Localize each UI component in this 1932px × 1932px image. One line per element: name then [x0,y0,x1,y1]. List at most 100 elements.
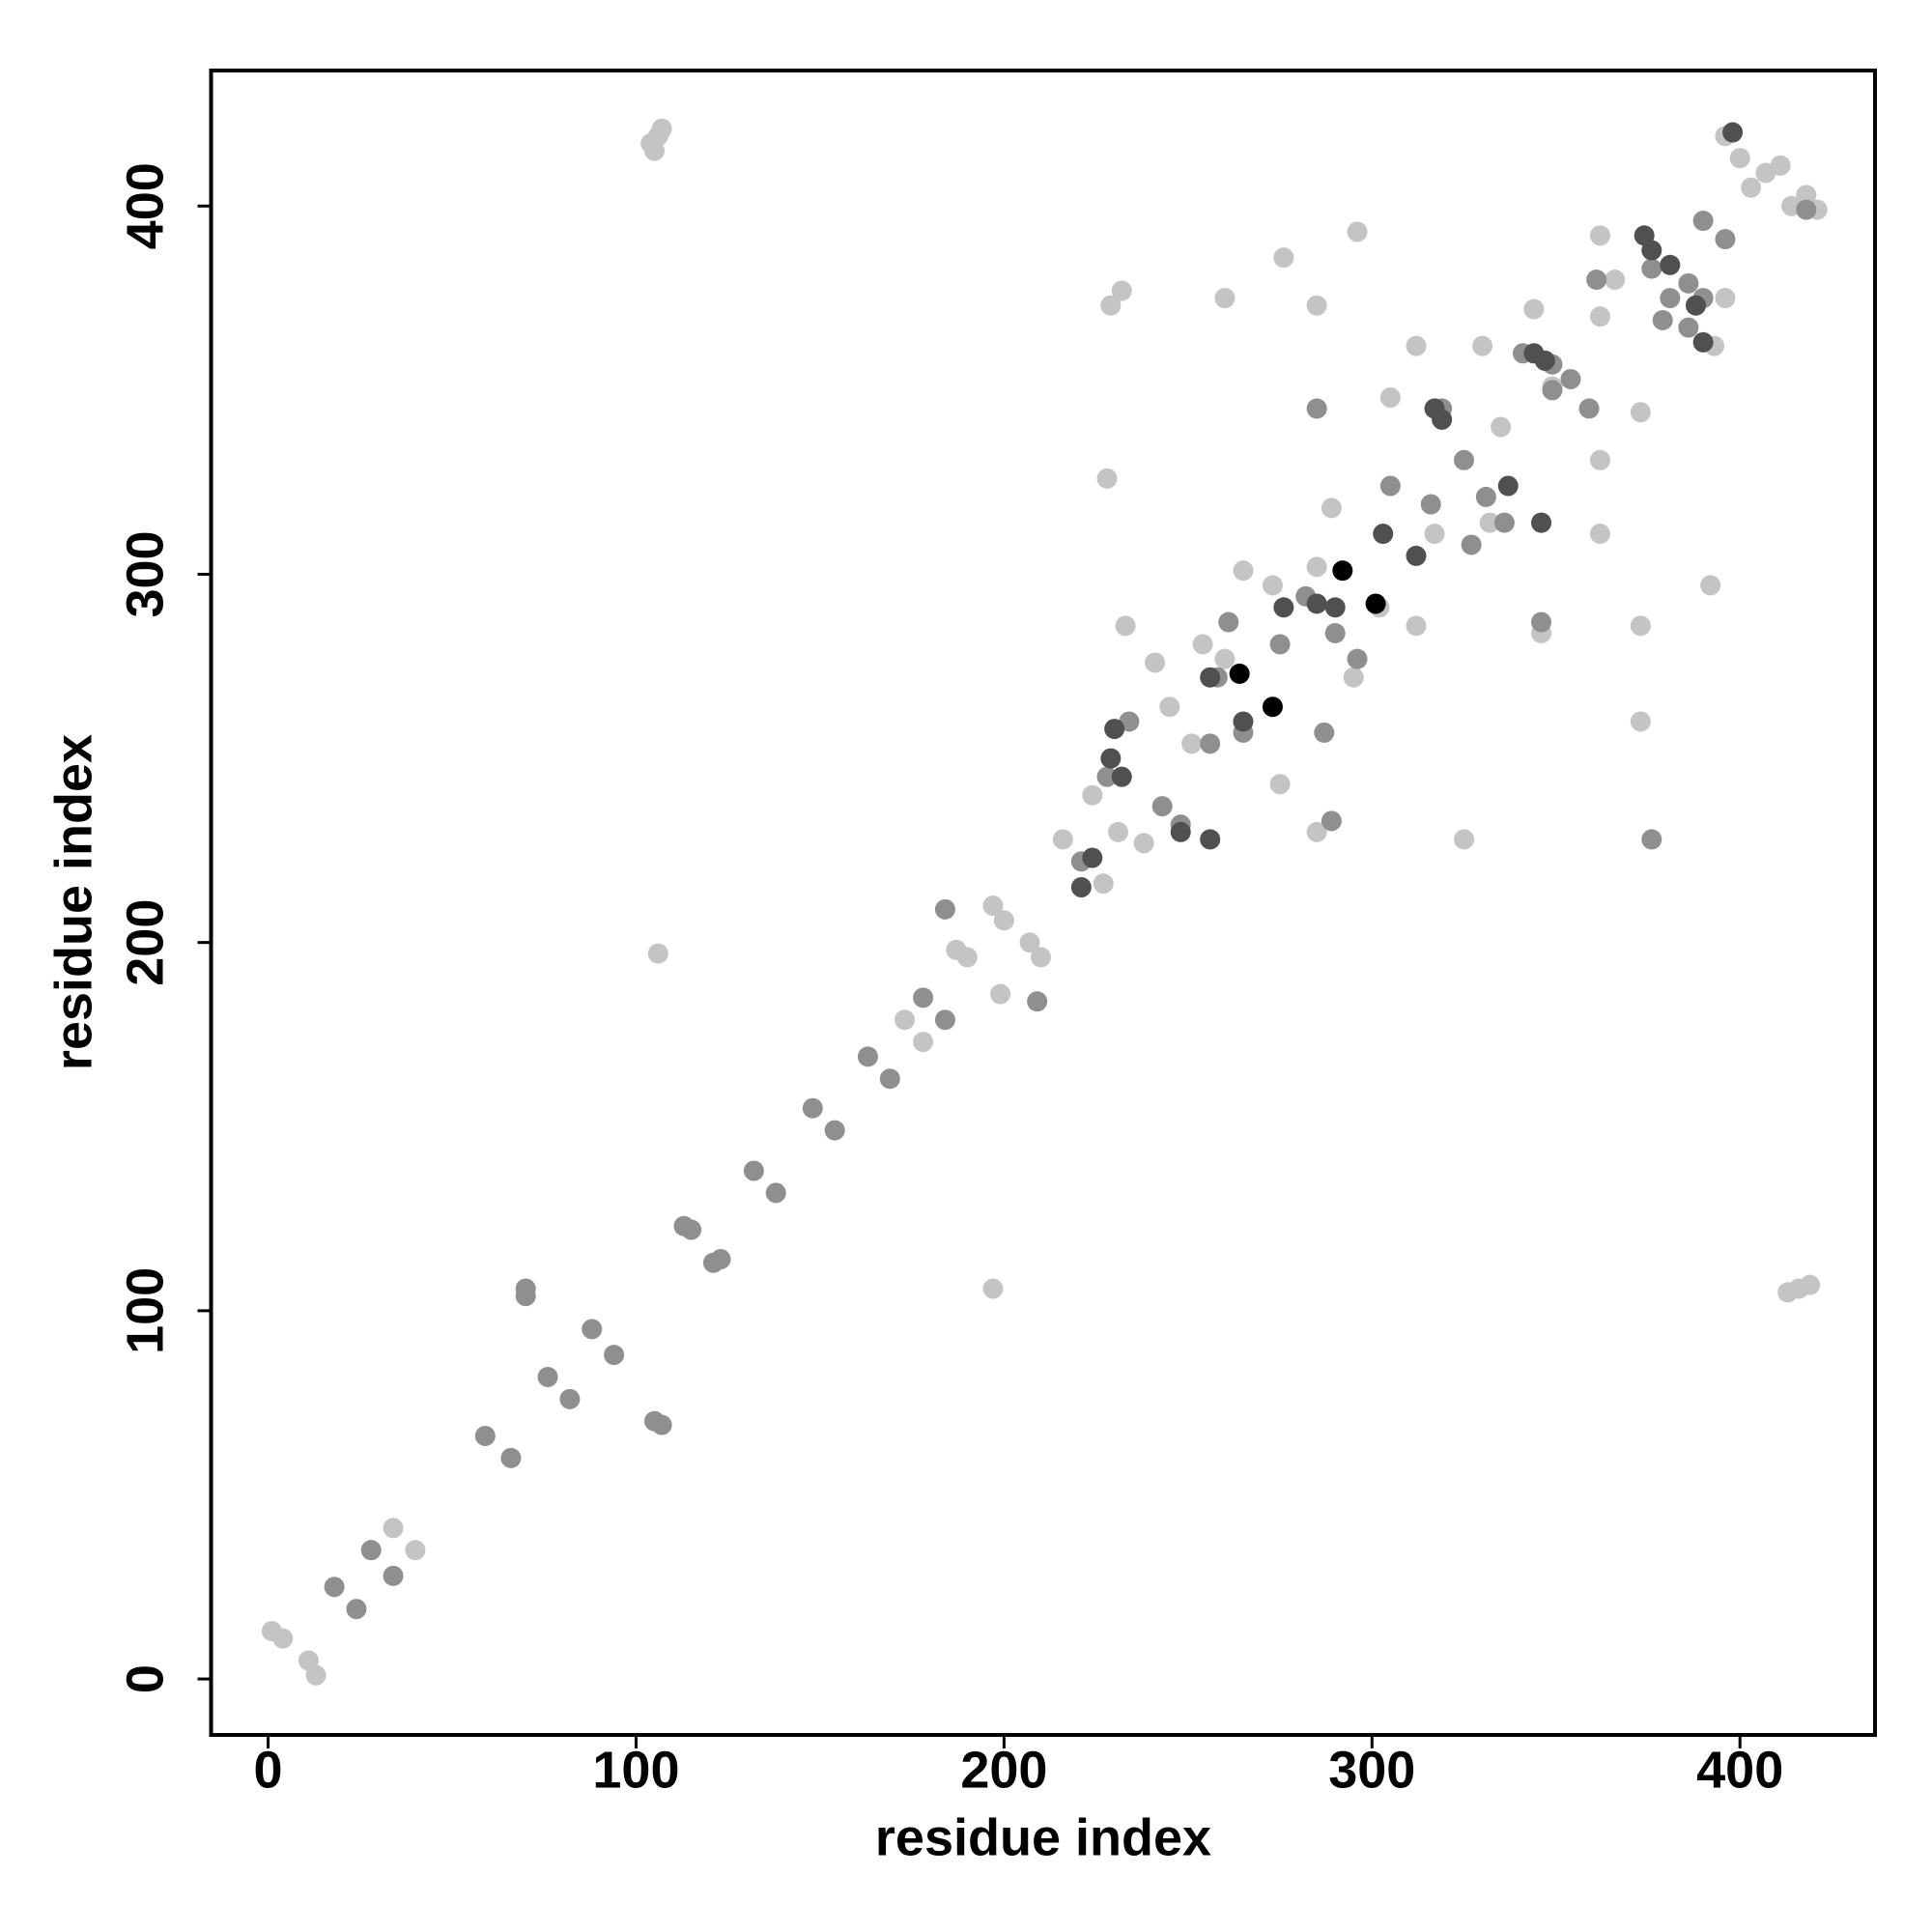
point [1531,512,1552,533]
point [1741,177,1762,198]
point [1715,288,1736,309]
point [537,1366,558,1387]
point [765,1182,786,1204]
point [383,1565,404,1586]
point [1214,648,1236,669]
point [1660,288,1681,309]
point [559,1388,581,1409]
point [1589,449,1610,470]
point [1200,829,1221,850]
point [1070,876,1092,897]
point [1652,309,1673,330]
point [1019,932,1040,953]
point [1107,821,1128,842]
point [1115,615,1136,637]
x-tick-label: 300 [1328,1741,1415,1799]
point [272,1628,294,1649]
point [1269,774,1291,795]
point [1722,122,1744,143]
point [647,943,668,964]
point [1420,494,1441,515]
point [1159,696,1180,718]
point [1692,331,1714,353]
point [474,1425,496,1446]
point [913,1032,934,1053]
point [1678,317,1699,338]
point [1454,449,1475,470]
point [405,1540,426,1561]
point [1800,1274,1821,1295]
point [1678,272,1699,294]
point [1306,295,1327,316]
point [1641,829,1662,850]
point [324,1577,345,1598]
point [857,1046,878,1067]
point [1497,475,1519,497]
point [1218,611,1239,633]
point [1589,524,1610,545]
point [1262,696,1283,718]
point [1111,280,1132,301]
point [383,1518,404,1539]
point [1479,512,1500,533]
point [1424,524,1445,545]
point [1523,298,1545,320]
point [993,910,1014,931]
point [681,1219,702,1240]
point [582,1319,603,1340]
point [360,1540,382,1561]
point [1347,648,1368,669]
point [1269,634,1291,655]
point [1454,829,1475,850]
point [1306,821,1327,842]
point [1715,229,1736,250]
point [1030,947,1051,968]
point [1796,185,1817,206]
point [1770,155,1791,176]
point [1630,615,1651,637]
point [1493,512,1515,533]
point [1306,593,1327,614]
point [956,947,978,968]
point [651,1414,672,1435]
point [1406,545,1427,566]
x-tick-label: 200 [960,1741,1047,1799]
point [1233,711,1254,732]
x-tick-label: 400 [1696,1741,1783,1799]
y-tick-label: 400 [116,162,174,249]
point [515,1286,536,1307]
point [1589,225,1610,246]
point [1796,199,1817,220]
point [1630,711,1651,732]
point [1432,409,1453,430]
point [934,898,955,920]
y-axis-title: residue index [44,734,102,1070]
point [824,1120,845,1141]
point [1306,398,1327,419]
point [982,895,1004,917]
point [651,118,672,139]
point [1347,221,1368,242]
point [1192,634,1213,655]
point [1461,534,1482,555]
point [1100,748,1122,769]
x-tick-label: 100 [592,1741,679,1799]
point [1324,597,1346,618]
point [1096,468,1118,489]
point [1605,270,1626,291]
point [1332,560,1353,582]
point [1586,270,1607,291]
point [990,983,1011,1005]
y-tick-label: 200 [116,899,174,986]
point [1491,416,1512,438]
point [1560,368,1581,389]
point [1145,652,1166,673]
point [1406,335,1427,356]
point [895,1009,916,1031]
plot-frame [209,69,1877,1737]
point [1692,211,1714,232]
point [1262,575,1283,596]
point [1321,810,1342,832]
point [1324,622,1346,643]
x-axis-title: residue index [875,1808,1211,1866]
